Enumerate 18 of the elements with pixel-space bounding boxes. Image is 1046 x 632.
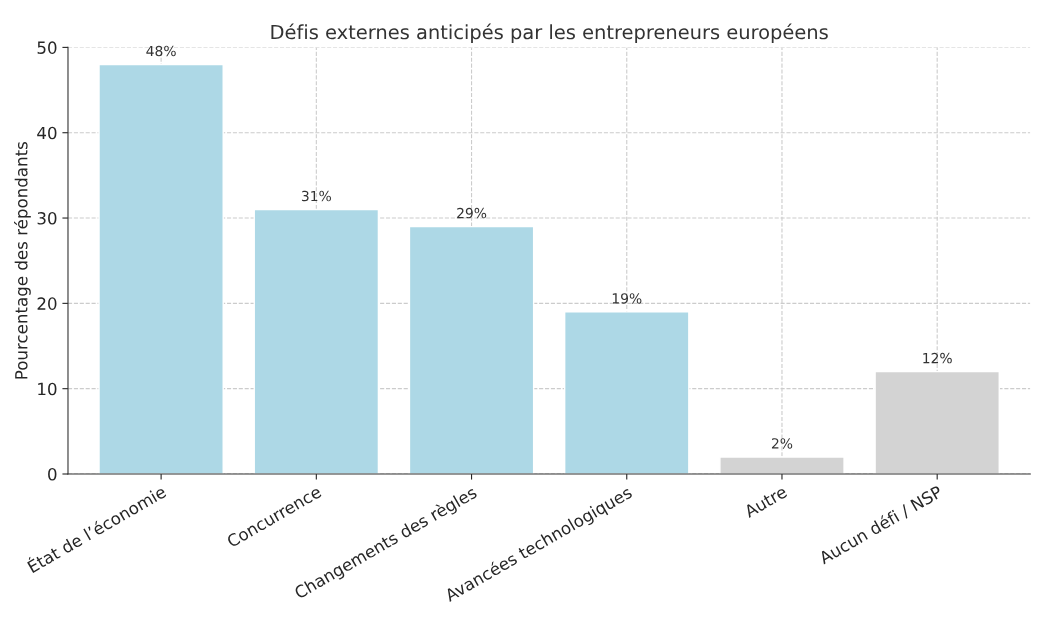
- data-label: 12%: [923, 352, 952, 364]
- data-label: 48%: [146, 45, 176, 57]
- y-tick-label: 10: [38, 382, 57, 396]
- data-label: 29%: [457, 207, 487, 219]
- y-tick-label: 50: [37, 41, 57, 54]
- data-label: 19%: [612, 293, 642, 304]
- y-tick-label: 40: [37, 126, 57, 140]
- y-tick-label: 0: [48, 467, 57, 481]
- y-tick-label: 30: [37, 212, 57, 225]
- y-axis-title: Pourcentage des répondants: [14, 142, 31, 379]
- bar: [98, 63, 224, 474]
- data-label: 2%: [771, 438, 793, 449]
- chart-title: Défis externes anticipés par les entrepreneurs européens: [271, 23, 828, 44]
- bar: [563, 311, 690, 474]
- bar: [408, 225, 535, 474]
- data-label: 31%: [301, 190, 331, 202]
- bar: [253, 208, 380, 474]
- y-tick-label: 20: [37, 297, 57, 310]
